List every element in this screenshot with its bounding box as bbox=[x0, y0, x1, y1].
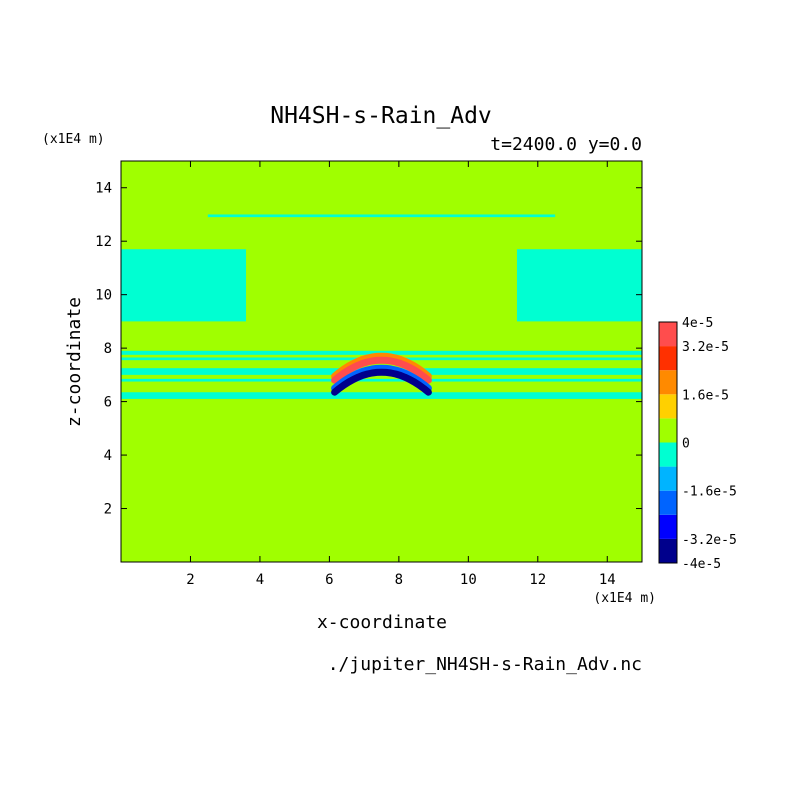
colorbar-tick-label: 1.6e-5 bbox=[682, 388, 729, 403]
y-tick-label: 14 bbox=[95, 181, 112, 197]
y-tick-label: 2 bbox=[104, 502, 112, 518]
x-tick-label: 12 bbox=[529, 572, 546, 588]
plot-field bbox=[121, 161, 642, 562]
x-unit-label: (x1E4 m) bbox=[593, 591, 656, 606]
contour-band bbox=[121, 249, 247, 322]
colorbar-tick-label: -1.6e-5 bbox=[682, 485, 737, 500]
x-axis-title: x-coordinate bbox=[317, 612, 447, 633]
contour-band bbox=[121, 392, 642, 399]
plume-arc bbox=[331, 364, 432, 392]
colorbar-tick-label: -4e-5 bbox=[682, 557, 721, 572]
colorbar-segment bbox=[659, 370, 677, 395]
plot-frame bbox=[120, 160, 643, 563]
colorbar-tick-label: -3.2e-5 bbox=[682, 533, 737, 548]
plume-arc bbox=[331, 356, 432, 384]
colorbar-segment bbox=[659, 514, 677, 539]
colorbar-segment bbox=[659, 346, 677, 371]
y-unit-label: (x1E4 m) bbox=[42, 132, 105, 147]
y-tick-label: 10 bbox=[95, 288, 112, 304]
colorbar-segment bbox=[659, 442, 677, 467]
source-file-label: ./jupiter_NH4SH-s-Rain_Adv.nc bbox=[328, 654, 642, 675]
colorbar-tick-label: 4e-5 bbox=[682, 316, 713, 331]
x-tick-label: 8 bbox=[395, 572, 403, 588]
colorbar-segment bbox=[659, 322, 677, 347]
chart-subtitle: t=2400.0 y=0.0 bbox=[490, 134, 642, 155]
y-axis: 2 4 6 8 10 12 14 bbox=[95, 181, 642, 518]
plume-arc bbox=[331, 368, 432, 396]
contour-band bbox=[516, 249, 642, 322]
y-tick-label: 6 bbox=[104, 395, 112, 411]
contour-band bbox=[121, 378, 642, 382]
plume-arc bbox=[331, 352, 432, 380]
y-tick-label: 12 bbox=[95, 234, 112, 250]
colorbar-segment bbox=[659, 466, 677, 491]
x-tick-label: 14 bbox=[599, 572, 616, 588]
colorbar-frame bbox=[658, 321, 678, 564]
colorbar-tick-label: 3.2e-5 bbox=[682, 340, 729, 355]
chart-title: NH4SH-s-Rain_Adv bbox=[270, 103, 492, 129]
colorbar-segment bbox=[659, 394, 677, 419]
colorbar: 4e-5 3.2e-5 1.6e-5 0 -1.6e-5 -3.2e-5 -4e-5 bbox=[658, 316, 737, 572]
colorbar-tick-label: 0 bbox=[682, 437, 690, 452]
contour-band bbox=[207, 214, 556, 218]
x-tick-label: 2 bbox=[186, 572, 194, 588]
x-axis: 2 4 6 8 10 12 14 bbox=[186, 161, 616, 588]
colorbar-segment bbox=[659, 538, 677, 563]
x-tick-label: 4 bbox=[256, 572, 264, 588]
x-tick-label: 6 bbox=[325, 572, 333, 588]
y-tick-label: 4 bbox=[104, 448, 112, 464]
y-tick-label: 8 bbox=[104, 341, 112, 357]
y-axis-title: z-coordinate bbox=[64, 297, 85, 427]
colorbar-segment bbox=[659, 418, 677, 443]
colorbar-segment bbox=[659, 490, 677, 515]
x-tick-label: 10 bbox=[460, 572, 477, 588]
